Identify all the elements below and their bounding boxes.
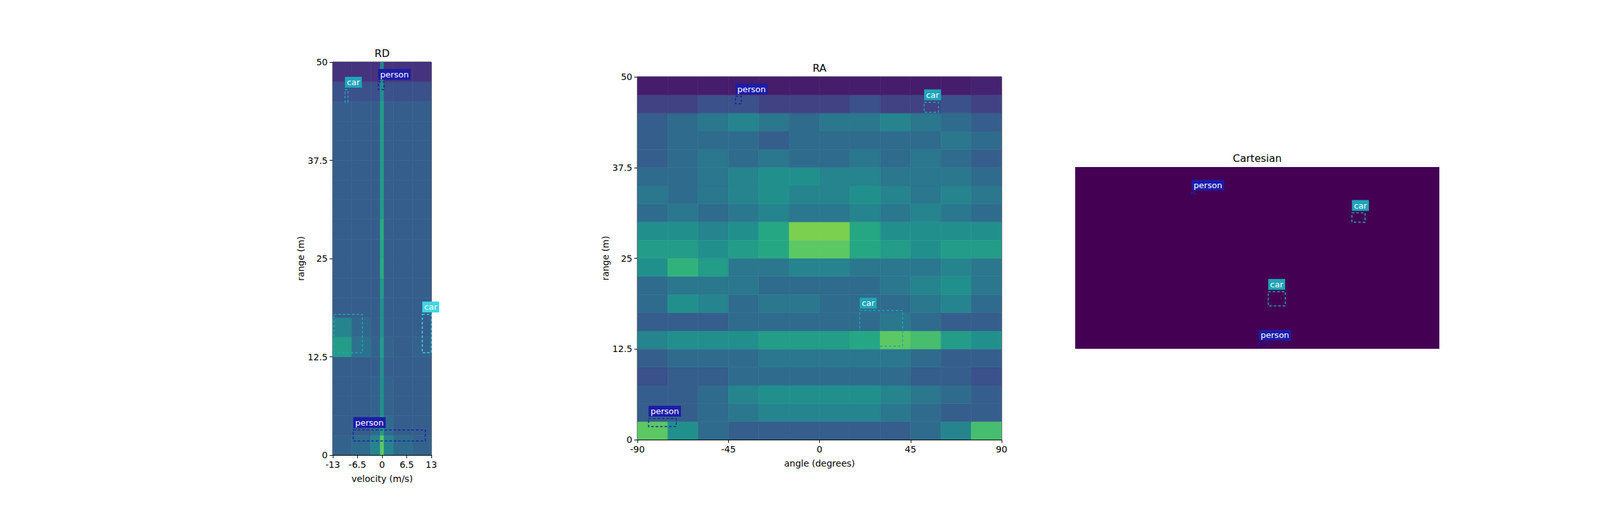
svg-text:25: 25 [316, 253, 328, 264]
svg-text:Cartesian: Cartesian [1232, 152, 1282, 165]
svg-text:RA: RA [812, 62, 827, 75]
svg-text:13: 13 [425, 459, 438, 470]
svg-text:range (m): range (m) [600, 236, 611, 281]
svg-text:37.5: 37.5 [307, 155, 328, 166]
svg-text:car: car [1270, 279, 1284, 290]
svg-text:person: person [737, 84, 767, 95]
svg-text:velocity (m/s): velocity (m/s) [351, 473, 413, 484]
svg-text:0: 0 [379, 459, 386, 470]
svg-text:50: 50 [316, 56, 328, 68]
svg-text:car: car [861, 298, 875, 308]
svg-text:45: 45 [904, 444, 917, 455]
svg-text:12.5: 12.5 [612, 343, 633, 354]
svg-text:person: person [650, 406, 680, 416]
svg-text:12.5: 12.5 [307, 352, 328, 363]
svg-text:-45: -45 [721, 444, 736, 455]
svg-text:RD: RD [374, 47, 390, 60]
svg-text:25: 25 [620, 253, 633, 264]
svg-text:50: 50 [620, 71, 633, 82]
svg-text:-90: -90 [630, 444, 646, 455]
svg-text:person: person [1193, 180, 1223, 191]
svg-text:0: 0 [321, 449, 328, 461]
svg-text:angle (degrees): angle (degrees) [784, 458, 856, 469]
svg-text:37.5: 37.5 [612, 162, 633, 173]
svg-text:0: 0 [626, 434, 633, 445]
svg-text:range (m): range (m) [295, 236, 306, 281]
svg-text:-6.5: -6.5 [348, 459, 367, 470]
svg-text:car: car [346, 77, 361, 88]
svg-text:0: 0 [816, 444, 823, 455]
svg-text:6.5: 6.5 [399, 459, 414, 470]
svg-text:car: car [926, 90, 940, 100]
svg-text:-13: -13 [325, 459, 341, 470]
svg-text:car: car [424, 302, 438, 312]
svg-text:car: car [1353, 200, 1368, 211]
svg-text:person: person [1260, 330, 1290, 340]
svg-text:90: 90 [995, 444, 1008, 455]
svg-text:person: person [380, 69, 409, 80]
svg-text:person: person [355, 417, 384, 428]
